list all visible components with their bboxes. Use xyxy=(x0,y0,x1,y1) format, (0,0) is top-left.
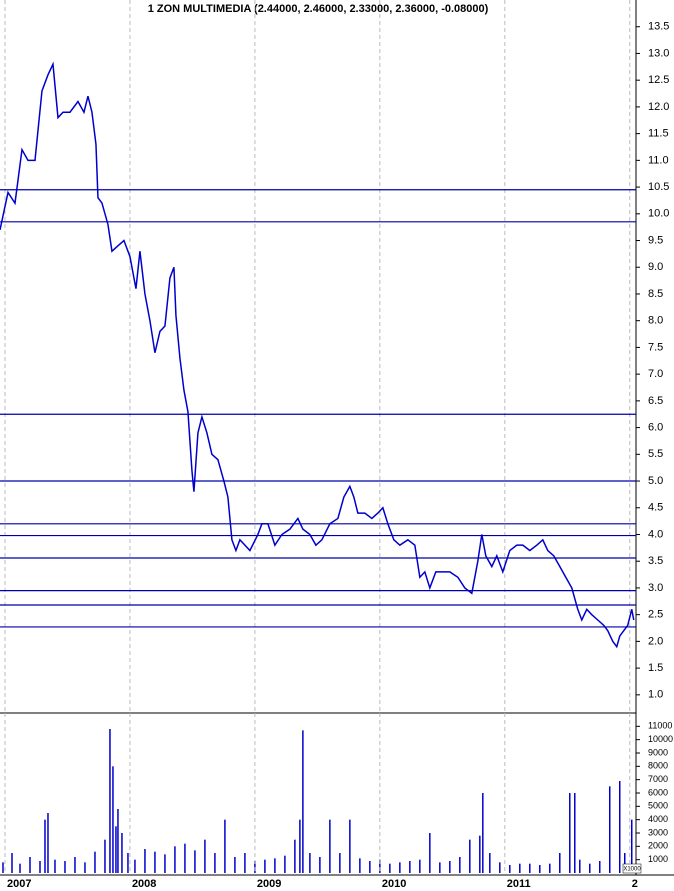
y-tick-label: 8.5 xyxy=(648,288,663,300)
y-tick-label: 11000 xyxy=(648,721,672,731)
y-tick-label: 10000 xyxy=(648,734,673,744)
y-tick-label: 11.0 xyxy=(648,154,669,166)
y-tick-label: 4.5 xyxy=(648,502,663,514)
y-tick-label: 9.0 xyxy=(648,261,663,273)
y-tick-label: 4000 xyxy=(648,814,668,824)
y-tick-label: 6000 xyxy=(648,787,668,797)
x-tick-label: 2009 xyxy=(257,878,281,890)
y-tick-label: 12.0 xyxy=(648,101,669,113)
y-tick-label: 7.5 xyxy=(648,341,663,353)
y-tick-label: 13.0 xyxy=(648,47,669,59)
y-tick-label: 6.0 xyxy=(648,421,663,433)
y-tick-label: 5.0 xyxy=(648,475,663,487)
y-tick-label: 1.0 xyxy=(648,689,663,701)
chart-title: 1 ZON MULTIMEDIA (2.44000, 2.46000, 2.33… xyxy=(148,3,489,15)
y-tick-label: 2.5 xyxy=(648,609,663,621)
y-tick-label: 6.5 xyxy=(648,395,663,407)
y-tick-label: 3000 xyxy=(648,827,668,837)
y-tick-label: 4.0 xyxy=(648,528,663,540)
y-tick-label: 2.0 xyxy=(648,635,663,647)
y-tick-label: 10.0 xyxy=(648,208,669,220)
y-tick-label: 13.5 xyxy=(648,21,669,33)
y-tick-label: 5.5 xyxy=(648,448,663,460)
y-tick-label: 3.5 xyxy=(648,555,663,567)
y-tick-label: 8000 xyxy=(648,761,668,771)
y-tick-label: 2000 xyxy=(648,841,668,851)
y-tick-label: 9.5 xyxy=(648,234,663,246)
y-tick-label: 1000 xyxy=(648,854,668,864)
y-tick-label: 7.0 xyxy=(648,368,663,380)
y-tick-label: 11.5 xyxy=(648,128,669,140)
y-tick-label: 1.5 xyxy=(648,662,663,674)
y-tick-label: 8.0 xyxy=(648,315,663,327)
price-line xyxy=(0,61,635,649)
y-tick-label: 10.5 xyxy=(648,181,669,193)
y-tick-label: 3.0 xyxy=(648,582,663,594)
unit-label: X1000 xyxy=(623,867,641,873)
unit-box xyxy=(622,863,642,874)
y-tick-label: 5000 xyxy=(648,801,668,811)
x-tick-label: 2008 xyxy=(132,878,156,890)
y-tick-label: 12.5 xyxy=(648,74,669,86)
x-tick-label: 2 xyxy=(632,878,638,890)
x-tick-label: 2011 xyxy=(507,878,531,890)
y-tick-label: 9000 xyxy=(648,747,668,757)
x-tick-label: 2007 xyxy=(7,878,31,890)
y-tick-label: 7000 xyxy=(648,774,668,784)
x-tick-label: 2010 xyxy=(382,878,406,890)
